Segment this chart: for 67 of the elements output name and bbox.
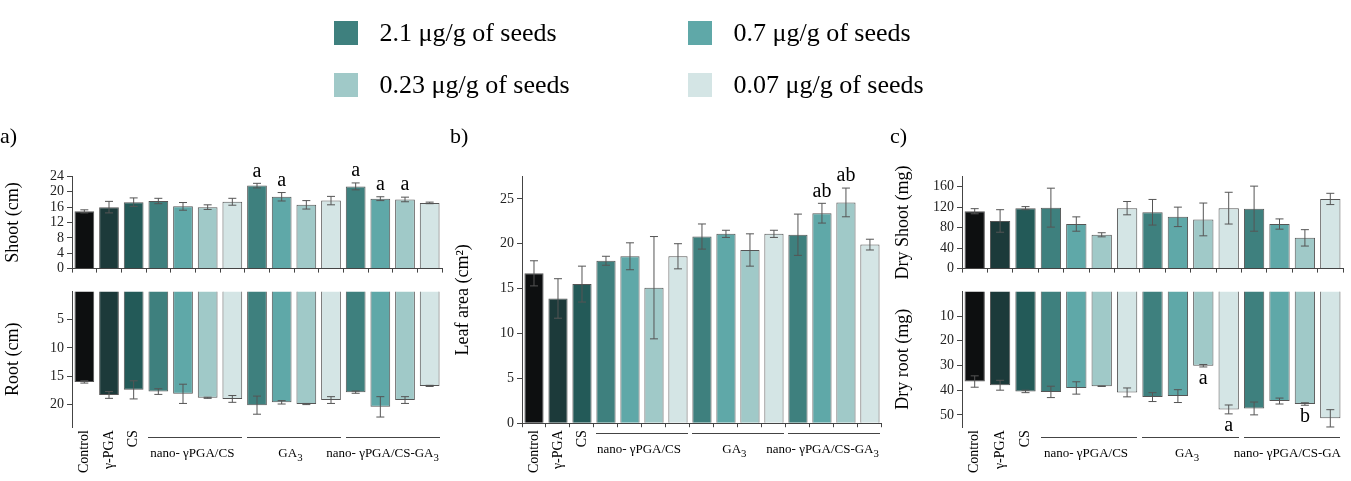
data-label: ab	[812, 178, 832, 201]
y-tick-label: 20	[940, 332, 954, 348]
chart-title: c)	[890, 122, 908, 148]
y-tick-label: 10	[500, 325, 514, 341]
text: nano- γPGA/CS-GA$_{3}$	[766, 441, 879, 459]
x-tick-label: Control	[76, 430, 92, 473]
text: nano- γPGA/CS	[1043, 445, 1129, 462]
x-tick-label: CS	[125, 430, 141, 448]
text: nano- γPGA/CS	[596, 441, 682, 458]
y-axis-title: Shoot (cm)	[1, 182, 23, 263]
y-axis-title: Dry root (mg)	[891, 308, 913, 410]
legend-label: 2.1 μg/g of seeds	[379, 18, 557, 48]
y-tick-label: 50	[940, 406, 954, 422]
y-tick-label: 10	[940, 307, 954, 323]
y-tick-label: 16	[50, 198, 64, 214]
y-tick-label: 10	[50, 339, 64, 355]
y-axis-title: Root (cm)	[1, 322, 23, 397]
legend-label: 0.23 μg/g of seeds	[379, 70, 570, 100]
y-tick-label: 0	[947, 260, 954, 276]
legend-label: 0.07 μg/g of seeds	[733, 70, 924, 100]
y-tick-label: 0	[57, 260, 64, 276]
y-tick-label: 24	[50, 168, 64, 184]
y-tick-label: 40	[940, 239, 954, 255]
chart-title: b)	[450, 122, 469, 148]
data-label: a	[1198, 366, 1208, 389]
y-tick-label: 5	[57, 311, 64, 327]
x-tick-label: Control	[525, 430, 541, 473]
text: GA$_{3}$	[1174, 445, 1200, 463]
y-tick-label: 15	[50, 367, 64, 383]
text: GA$_{3}$	[722, 441, 747, 459]
y-tick-label: 15	[500, 280, 514, 296]
y-tick-label: 5	[507, 370, 514, 386]
x-tick-label: CS	[1017, 430, 1033, 448]
y-axis-title: Dry Shoot (mg)	[891, 165, 913, 280]
data-label: a	[1224, 413, 1234, 436]
y-axis-title: Leaf area (cm²)	[451, 244, 473, 356]
y-tick-label: 20	[50, 396, 64, 412]
data-label: b	[1299, 404, 1310, 427]
data-label: a	[252, 158, 262, 181]
y-tick-label: 4	[57, 244, 64, 260]
y-tick-label: 120	[933, 198, 954, 214]
data-label: a	[400, 172, 410, 195]
legend-label: 0.7 μg/g of seeds	[733, 18, 911, 48]
text: nano- γPGA/CS-GA	[1233, 445, 1341, 462]
y-tick-label: 8	[57, 229, 64, 245]
y-tick-label: 0	[507, 414, 514, 430]
data-label: a	[375, 172, 385, 195]
y-tick-label: 25	[500, 190, 514, 206]
y-tick-label: 20	[50, 183, 64, 199]
x-tick-label: γ-PGA	[991, 429, 1007, 471]
y-tick-label: 160	[933, 178, 954, 194]
x-tick-label: γ-PGA	[100, 429, 116, 471]
x-tick-label: γ-PGA	[549, 429, 565, 471]
y-tick-label: 40	[940, 381, 954, 397]
y-tick-label: 80	[940, 219, 954, 235]
text: GA$_{3}$	[278, 445, 303, 463]
y-tick-label: 30	[940, 357, 954, 373]
data-label: ab	[836, 163, 856, 186]
x-tick-label: CS	[573, 430, 589, 448]
x-tick-label: Control	[966, 430, 982, 473]
text: nano- γPGA/CS-GA$_{3}$	[326, 445, 439, 463]
text: nano- γPGA/CS	[150, 445, 235, 462]
data-label: a	[351, 158, 361, 181]
y-tick-label: 12	[50, 214, 64, 230]
data-label: a	[277, 167, 287, 190]
y-tick-label: 20	[500, 235, 514, 251]
chart-title: a)	[0, 122, 18, 148]
